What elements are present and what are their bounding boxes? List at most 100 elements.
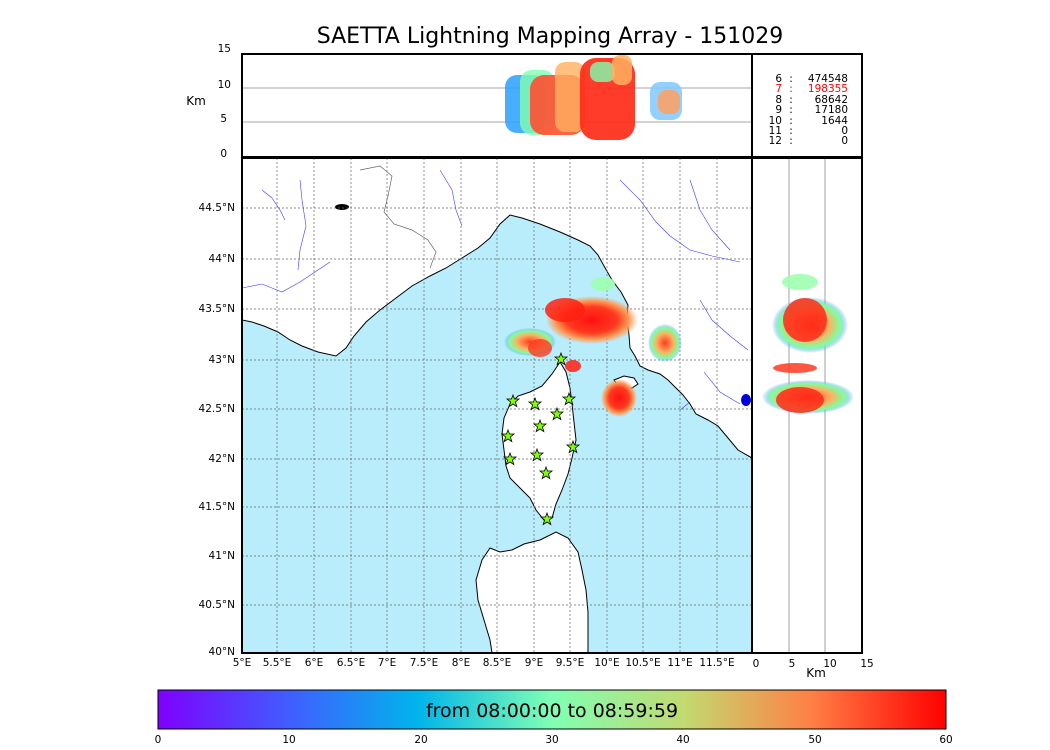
stat-sep: : xyxy=(789,83,793,96)
station-markers xyxy=(500,351,581,526)
lightning-cluster xyxy=(528,339,552,357)
colorbar-tick: 30 xyxy=(545,734,558,746)
lat-label: 43°N xyxy=(209,354,235,366)
side-tick: 15 xyxy=(860,658,873,670)
stat-row: 10: 1644 xyxy=(760,114,850,127)
lightning-cluster xyxy=(545,298,585,322)
altitude-tick: 10 xyxy=(218,79,231,91)
lat-labels: 44.5°N 44°N 43.5°N 43°N 42.5°N 42°N 41.5… xyxy=(199,202,235,658)
colorbar-tick: 20 xyxy=(414,734,427,746)
stat-count: 68642 xyxy=(814,93,848,106)
stats-list: 6: 474548 7: 198355 8: 68642 9: 17180 10: 164… xyxy=(760,74,850,147)
mainland xyxy=(242,158,752,459)
stat-row: 6: 474548 xyxy=(760,73,850,85)
side-unit-label: Km xyxy=(806,666,826,680)
lon-label: 6.5°E xyxy=(337,657,366,669)
stat-level: 8 xyxy=(775,93,782,106)
stat-level: 6 xyxy=(775,73,782,85)
lat-label: 44°N xyxy=(209,253,235,265)
lat-label: 40.5°N xyxy=(199,599,235,611)
side-tick: 5 xyxy=(789,658,796,670)
stat-sep: : xyxy=(789,135,793,148)
stat-level: 9 xyxy=(775,104,782,117)
colorbar-label: from 08:00:00 to 08:59:59 xyxy=(425,700,679,722)
side-tick: 0 xyxy=(753,658,760,670)
stat-level: 7 xyxy=(775,83,782,96)
stat-level: 11 xyxy=(768,125,782,138)
altitude-tick: 5 xyxy=(220,113,227,125)
station-star xyxy=(565,439,581,454)
stat-count: 1644 xyxy=(821,114,848,127)
lightning-cluster xyxy=(565,360,581,372)
stat-count: 0 xyxy=(841,125,848,138)
lightning-cluster xyxy=(591,277,615,291)
stat-sep: : xyxy=(789,125,793,138)
lon-labels: 5°E 5.5°E 6°E 6.5°E 7°E 7.5°E 8°E 8.5°E … xyxy=(233,657,735,669)
lon-label: 9°E xyxy=(525,657,544,669)
chart-title: SAETTA Lightning Mapping Array - 151029 xyxy=(316,24,784,49)
stat-count: 198355 xyxy=(807,83,848,96)
colorbar-tick: 60 xyxy=(939,734,952,746)
altitude-tick: 15 xyxy=(218,43,231,55)
lon-label: 5°E xyxy=(233,657,252,669)
sardinia xyxy=(475,531,589,653)
lat-label: 42°N xyxy=(209,453,235,465)
stat-level: 12 xyxy=(768,135,782,148)
station-star xyxy=(553,351,569,366)
colorbar-gradient xyxy=(157,689,947,730)
colorbar: 0 10 20 30 40 50 60 xyxy=(155,689,953,746)
station-star xyxy=(529,447,545,462)
borders xyxy=(359,165,437,269)
station-star xyxy=(561,391,577,406)
station-star xyxy=(500,428,516,443)
colorbar-tick: 40 xyxy=(676,734,689,746)
stat-count: 17180 xyxy=(814,104,848,117)
stat-row: 11: 0 xyxy=(760,125,850,138)
altitude-scatter xyxy=(505,55,682,140)
stat-sep: : xyxy=(789,114,793,127)
station-star xyxy=(502,451,518,466)
stat-count: 474548 xyxy=(807,73,848,85)
lon-label: 10°E xyxy=(594,657,619,669)
colorbar-tick: 50 xyxy=(808,734,821,746)
station-star xyxy=(538,465,554,480)
colorbar-tick: 10 xyxy=(282,734,295,746)
stat-count: 0 xyxy=(841,135,848,148)
lightning-cluster xyxy=(648,324,682,362)
altitude-unit-label: Km xyxy=(186,94,206,108)
station-star xyxy=(505,393,521,408)
lon-label: 11°E xyxy=(667,657,692,669)
stats-panel xyxy=(751,53,863,158)
lon-label: 8.5°E xyxy=(483,657,512,669)
rivers xyxy=(242,169,749,411)
altitude-tick: 0 xyxy=(220,148,227,160)
map-panel xyxy=(242,158,752,653)
station-star xyxy=(539,511,555,526)
lat-label: 40°N xyxy=(209,646,235,658)
station-star xyxy=(549,406,565,421)
stat-sep: : xyxy=(789,73,793,85)
stat-row: 12: 0 xyxy=(760,135,850,148)
lightning-clusters xyxy=(504,277,682,417)
lat-label: 43.5°N xyxy=(199,303,235,315)
lon-label: 8°E xyxy=(452,657,471,669)
stat-row: 9: 17180 xyxy=(760,104,850,117)
altitude-panel: 15 10 5 0 Km xyxy=(186,43,753,160)
lat-label: 44.5°N xyxy=(199,202,235,214)
lon-label: 9.5°E xyxy=(556,657,585,669)
stat-sep: : xyxy=(789,104,793,117)
lake xyxy=(335,204,349,210)
colorbar-tick: 0 xyxy=(155,734,162,746)
station-star xyxy=(532,418,548,433)
lon-label: 7.5°E xyxy=(410,657,439,669)
lon-label: 6°E xyxy=(305,657,324,669)
side-scatter xyxy=(762,274,854,414)
lon-label: 10.5°E xyxy=(625,657,660,669)
corsica xyxy=(501,361,577,521)
stat-row: 8: 68642 xyxy=(760,93,850,106)
stat-sep: : xyxy=(789,93,793,106)
lat-label: 42.5°N xyxy=(199,403,235,415)
side-tick: 10 xyxy=(823,658,836,670)
lon-label: 11.5°E xyxy=(699,657,734,669)
